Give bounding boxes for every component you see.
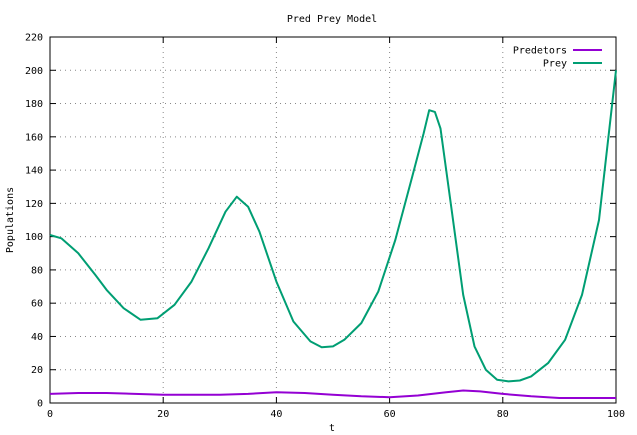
x-tick-label: 40 <box>270 409 282 420</box>
series-lines <box>49 70 617 399</box>
x-tick-label: 20 <box>157 409 169 420</box>
axis-ticks: 0 20 40 60 80 100 120 140 160 180 200 220 0 20 40 60 80 1… <box>25 33 625 421</box>
y-tick-label: 220 <box>25 33 43 44</box>
grid <box>50 37 616 403</box>
series-line-prey <box>49 70 617 383</box>
y-tick-label: 100 <box>25 232 43 243</box>
y-tick-label: 20 <box>31 365 43 376</box>
chart-title: Pred Prey Model <box>287 14 377 25</box>
y-tick-label: 60 <box>31 299 43 310</box>
y-tick-label: 120 <box>25 199 43 210</box>
y-tick-label: 80 <box>31 265 43 276</box>
x-tick-label: 80 <box>497 409 509 420</box>
legend-label-prey: Prey <box>543 59 567 70</box>
x-axis-label: t <box>329 423 335 434</box>
series-line-predetors <box>49 389 616 399</box>
y-axis-label: Populations <box>5 187 16 253</box>
plot-frame <box>49 36 617 404</box>
y-tick-label: 0 <box>37 399 43 410</box>
y-tick-label: 140 <box>25 166 43 177</box>
legend: Predetors Prey <box>513 46 602 70</box>
y-tick-label: 40 <box>31 332 43 343</box>
y-tick-label: 160 <box>25 132 43 143</box>
x-tick-label: 60 <box>384 409 396 420</box>
x-tick-label: 0 <box>47 409 53 420</box>
legend-label-predetors: Predetors <box>513 46 567 57</box>
y-tick-label: 200 <box>25 66 43 77</box>
x-tick-label: 100 <box>607 409 625 420</box>
y-tick-label: 180 <box>25 99 43 110</box>
